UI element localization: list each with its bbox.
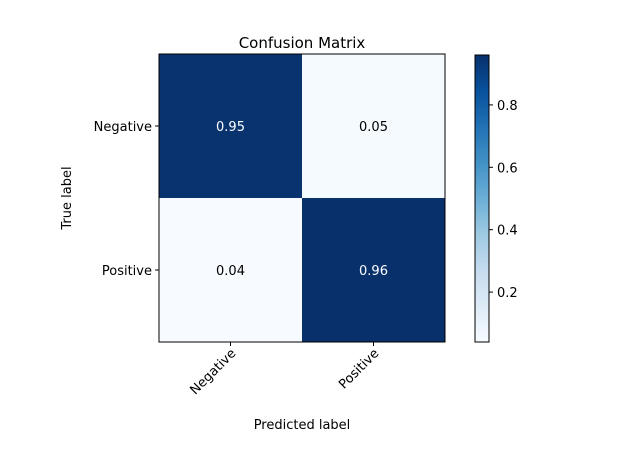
- colorbar: [474, 54, 490, 343]
- matrix-cell-1-1: [302, 198, 445, 342]
- matrix-cell-0-1: [302, 54, 445, 198]
- x-tick-label: Positive: [336, 346, 382, 392]
- matrix-cell-labels: 0.95 0.05 0.04 0.96: [216, 120, 388, 279]
- matrix-cells: [159, 54, 445, 342]
- y-tick-label: Negative: [94, 120, 152, 135]
- colorbar-tick-label: 0.4: [497, 224, 518, 239]
- cell-value-0-0: 0.95: [216, 120, 245, 135]
- colorbar-ticks: 0.2 0.4 0.6 0.8: [489, 99, 518, 301]
- matrix-cell-1-0: [159, 198, 302, 342]
- matrix-cell-0-0: [159, 54, 302, 198]
- colorbar-tick-label: 0.6: [497, 161, 518, 176]
- colorbar-tick-label: 0.2: [497, 286, 518, 301]
- y-axis-label: True label: [60, 166, 75, 230]
- x-axis-ticks: Negative Positive: [187, 342, 382, 398]
- colorbar-tick-label: 0.8: [497, 99, 518, 114]
- plot-frame: [158, 53, 446, 343]
- x-tick-label: Negative: [187, 346, 239, 398]
- cell-value-1-0: 0.04: [216, 264, 245, 279]
- cell-value-1-1: 0.96: [359, 264, 388, 279]
- cell-value-0-1: 0.05: [359, 120, 388, 135]
- y-tick-label: Positive: [102, 264, 152, 279]
- x-axis-label: Predicted label: [254, 418, 351, 433]
- y-axis-ticks: Negative Positive: [94, 120, 159, 279]
- chart-title: Confusion Matrix: [239, 34, 366, 52]
